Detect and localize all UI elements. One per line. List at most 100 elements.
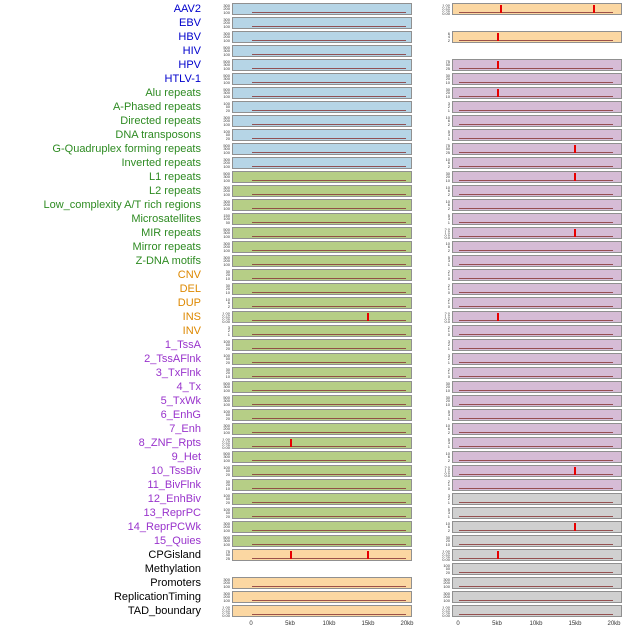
left-track-panel xyxy=(232,101,412,113)
y-tick-label: 300 xyxy=(223,591,230,596)
y-tick-label: 2 xyxy=(447,528,450,533)
y-tick-label: 1.00 xyxy=(442,550,450,552)
signal-baseline xyxy=(459,264,613,265)
row-label: CNV xyxy=(177,269,201,281)
y-tick-label: 0.00 xyxy=(442,614,450,616)
plot-area xyxy=(252,102,406,112)
y-tick-label: 0.75 xyxy=(222,608,230,610)
y-tick-label: 500 xyxy=(223,59,230,64)
left-track-panel xyxy=(232,353,412,365)
plot-area xyxy=(459,606,613,616)
track-row: 5_TxWk 500 300 100 30 20 10 xyxy=(0,394,630,408)
y-tick-label: 30 xyxy=(445,535,450,540)
x-axis-right-plot-area: 0 5kb 10kb 15kb 20kb xyxy=(456,619,620,630)
y-tick-label: 100 xyxy=(223,66,230,71)
x-tick-label: 20kb xyxy=(400,621,414,627)
signal-baseline xyxy=(459,404,613,405)
left-y-axis-ticks xyxy=(206,564,232,575)
signal-baseline xyxy=(459,96,613,97)
y-tick-label: 0.00 xyxy=(442,12,450,14)
plot-area xyxy=(252,536,406,546)
y-tick-label: 200 xyxy=(223,189,230,193)
track-row: 7_Enh 300 200 100 10 6 2 xyxy=(0,422,630,436)
y-tick-label: 3 xyxy=(447,493,450,498)
right-y-axis-ticks: 30 20 10 xyxy=(412,536,452,547)
signal-baseline xyxy=(459,68,613,69)
right-track-panel xyxy=(452,87,622,99)
signal-baseline xyxy=(252,516,406,517)
plot-area xyxy=(252,242,406,252)
row-label: HIV xyxy=(182,45,201,57)
y-tick-label: 100 xyxy=(223,598,230,603)
right-track-panel xyxy=(452,283,622,295)
plot-area xyxy=(459,4,613,14)
signal-baseline xyxy=(252,12,406,13)
track-row: HBV 300 200 100 6 4 2 xyxy=(0,30,630,44)
y-tick-label: 300 xyxy=(223,3,230,8)
y-tick-label: 0.25 xyxy=(442,556,450,558)
y-tick-label: 0.75 xyxy=(442,6,450,8)
signal-baseline xyxy=(459,432,613,433)
row-label: Alu repeats xyxy=(145,87,201,99)
right-track-panel xyxy=(452,297,622,309)
y-tick-label: 75 xyxy=(225,549,230,554)
y-tick-label: 20 xyxy=(225,500,230,505)
x-tick-label: 15kb xyxy=(361,621,375,627)
row-label: TAD_boundary xyxy=(127,605,201,617)
left-track-panel xyxy=(232,115,412,127)
y-tick-label: 20 xyxy=(445,539,450,543)
right-track-panel xyxy=(452,325,622,337)
y-tick-label: 20 xyxy=(225,472,230,477)
y-tick-label: 10 xyxy=(445,451,450,456)
plot-area xyxy=(459,270,613,280)
y-tick-label: 500 xyxy=(223,381,230,386)
y-tick-label: 100 xyxy=(223,122,230,127)
y-tick-label: 500 xyxy=(223,45,230,50)
y-tick-label: 1 xyxy=(447,483,450,487)
plot-area xyxy=(252,340,406,350)
right-track-panel xyxy=(452,227,622,239)
y-tick-label: 2 xyxy=(447,343,450,347)
plot-area xyxy=(252,144,406,154)
signal-baseline xyxy=(252,446,406,447)
signal-baseline xyxy=(252,68,406,69)
row-label: 1_TssA xyxy=(164,339,201,351)
plot-area xyxy=(459,88,613,98)
left-track-panel xyxy=(232,563,412,575)
right-y-axis-ticks: 1.000.750.500.250.00 xyxy=(412,4,452,15)
signal-baseline xyxy=(252,530,406,531)
y-tick-label: 10 xyxy=(225,486,230,491)
left-y-axis-ticks: 500 300 100 xyxy=(206,452,232,463)
plot-area xyxy=(252,550,406,560)
y-tick-label: 0.25 xyxy=(442,612,450,614)
plot-area xyxy=(252,326,406,336)
right-y-axis-ticks: 30 20 10 xyxy=(412,382,452,393)
plot-area xyxy=(459,32,613,42)
y-tick-label: 20 xyxy=(445,399,450,403)
y-tick-label: 300 xyxy=(223,199,230,204)
y-tick-label: 2 xyxy=(447,248,450,253)
left-track-panel xyxy=(232,493,412,505)
y-tick-label: 100 xyxy=(223,248,230,253)
y-tick-label: 0.50 xyxy=(442,610,450,612)
y-tick-label: 0 xyxy=(447,276,450,281)
signal-baseline xyxy=(252,306,406,307)
y-tick-label: 2 xyxy=(447,105,450,109)
right-track-panel xyxy=(452,367,622,379)
left-track-panel xyxy=(232,395,412,407)
row-label: 13_ReprPC xyxy=(143,507,201,519)
left-y-axis-ticks: 100 60 20 xyxy=(206,354,232,365)
right-y-axis-ticks: 1.000.750.500.250.00 xyxy=(412,606,452,617)
x-tick-label: 0 xyxy=(456,621,460,627)
left-y-axis-ticks: 100 60 20 xyxy=(206,340,232,351)
left-track-panel xyxy=(232,143,412,155)
signal-peak xyxy=(496,551,499,559)
y-tick-label: 100 xyxy=(223,10,230,15)
left-y-axis-ticks: 100 60 20 xyxy=(206,508,232,519)
y-tick-label: 200 xyxy=(223,161,230,165)
y-tick-label: 200 xyxy=(223,21,230,25)
plot-area xyxy=(252,368,406,378)
signal-baseline xyxy=(459,82,613,83)
